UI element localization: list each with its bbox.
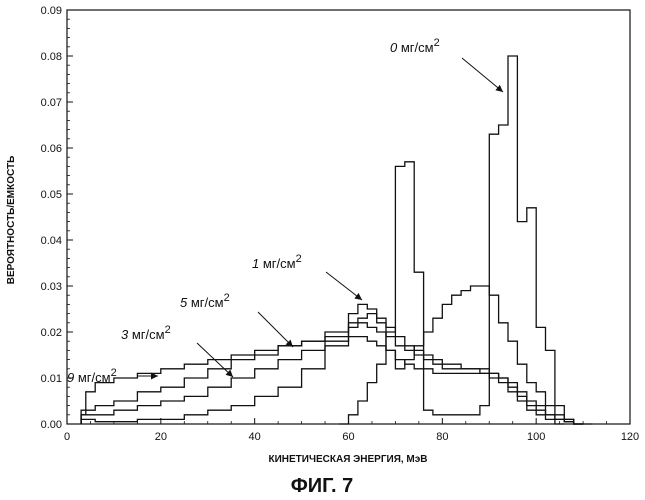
plot-frame	[66, 9, 631, 425]
y-tick-label: 0.03	[41, 281, 62, 293]
series-line-3	[80, 312, 584, 425]
label-arrow	[325, 271, 363, 301]
label-arrowhead	[285, 339, 293, 347]
x-tick-label: 100	[527, 431, 545, 443]
series-line-0	[339, 55, 593, 425]
series-line-5	[80, 322, 584, 425]
y-tick-label: 0.02	[41, 327, 62, 339]
y-axis-ticks: 0.00 0.01 0.02 0.03 0.04 0.05 0.06 0.07 0.08 0.09	[41, 5, 73, 431]
y-tick-label: 0.06	[41, 143, 62, 155]
series-label-text: 9 мг/см2	[67, 367, 117, 385]
plot-area-border	[66, 9, 631, 425]
x-axis-title: КИНЕТИЧЕСКАЯ ЭНЕРГИЯ, МэВ	[268, 454, 427, 465]
y-tick-label: 0.05	[41, 189, 62, 201]
series-label-0: 0 мг/см2	[390, 37, 504, 93]
x-tick-label: 0	[64, 431, 70, 443]
y-tick-label: 0.04	[41, 235, 62, 247]
label-arrowhead	[495, 84, 503, 92]
series-label-text: 1 мг/см2	[252, 253, 302, 271]
series-label-text: 0 мг/см2	[390, 37, 440, 55]
x-tick-label: 60	[342, 431, 354, 443]
label-arrow	[257, 311, 294, 348]
x-tick-label: 120	[621, 431, 639, 443]
x-tick-label: 40	[249, 431, 261, 443]
y-axis-title: ВЕРОЯТНОСТЬ/ЕМКОСТЬ	[6, 156, 17, 285]
y-tick-label: 0.09	[41, 5, 62, 17]
series-label-text: 5 мг/см2	[180, 292, 230, 310]
series-layer	[80, 55, 593, 425]
y-tick-label: 0.07	[41, 97, 62, 109]
series-labels: 0 мг/см2 1 мг/см2 3 мг/см2 5 мг/см2 9 мг/см2	[67, 37, 504, 385]
y-tick-label: 0.08	[41, 51, 62, 63]
x-tick-label: 20	[155, 431, 167, 443]
series-label-1: 1 мг/см2	[252, 253, 363, 301]
x-tick-label: 80	[436, 431, 448, 443]
series-label-3: 3 мг/см2	[121, 324, 234, 378]
series-line-9	[80, 335, 565, 425]
label-arrowhead	[151, 372, 158, 380]
x-axis-ticks: 0 20 40 60 80 100 120	[64, 418, 639, 443]
label-arrow	[461, 57, 504, 93]
series-label-text: 3 мг/см2	[121, 324, 171, 342]
label-arrow	[196, 342, 234, 378]
y-tick-label: 0.00	[41, 419, 62, 431]
label-arrowhead	[354, 292, 362, 300]
label-arrowhead	[225, 369, 233, 377]
series-label-5: 5 мг/см2	[180, 292, 294, 348]
series-label-9: 9 мг/см2	[67, 367, 158, 385]
figure-caption: ФИГ. 7	[291, 475, 354, 497]
y-tick-label: 0.01	[41, 373, 62, 385]
series-line-1	[80, 285, 584, 425]
